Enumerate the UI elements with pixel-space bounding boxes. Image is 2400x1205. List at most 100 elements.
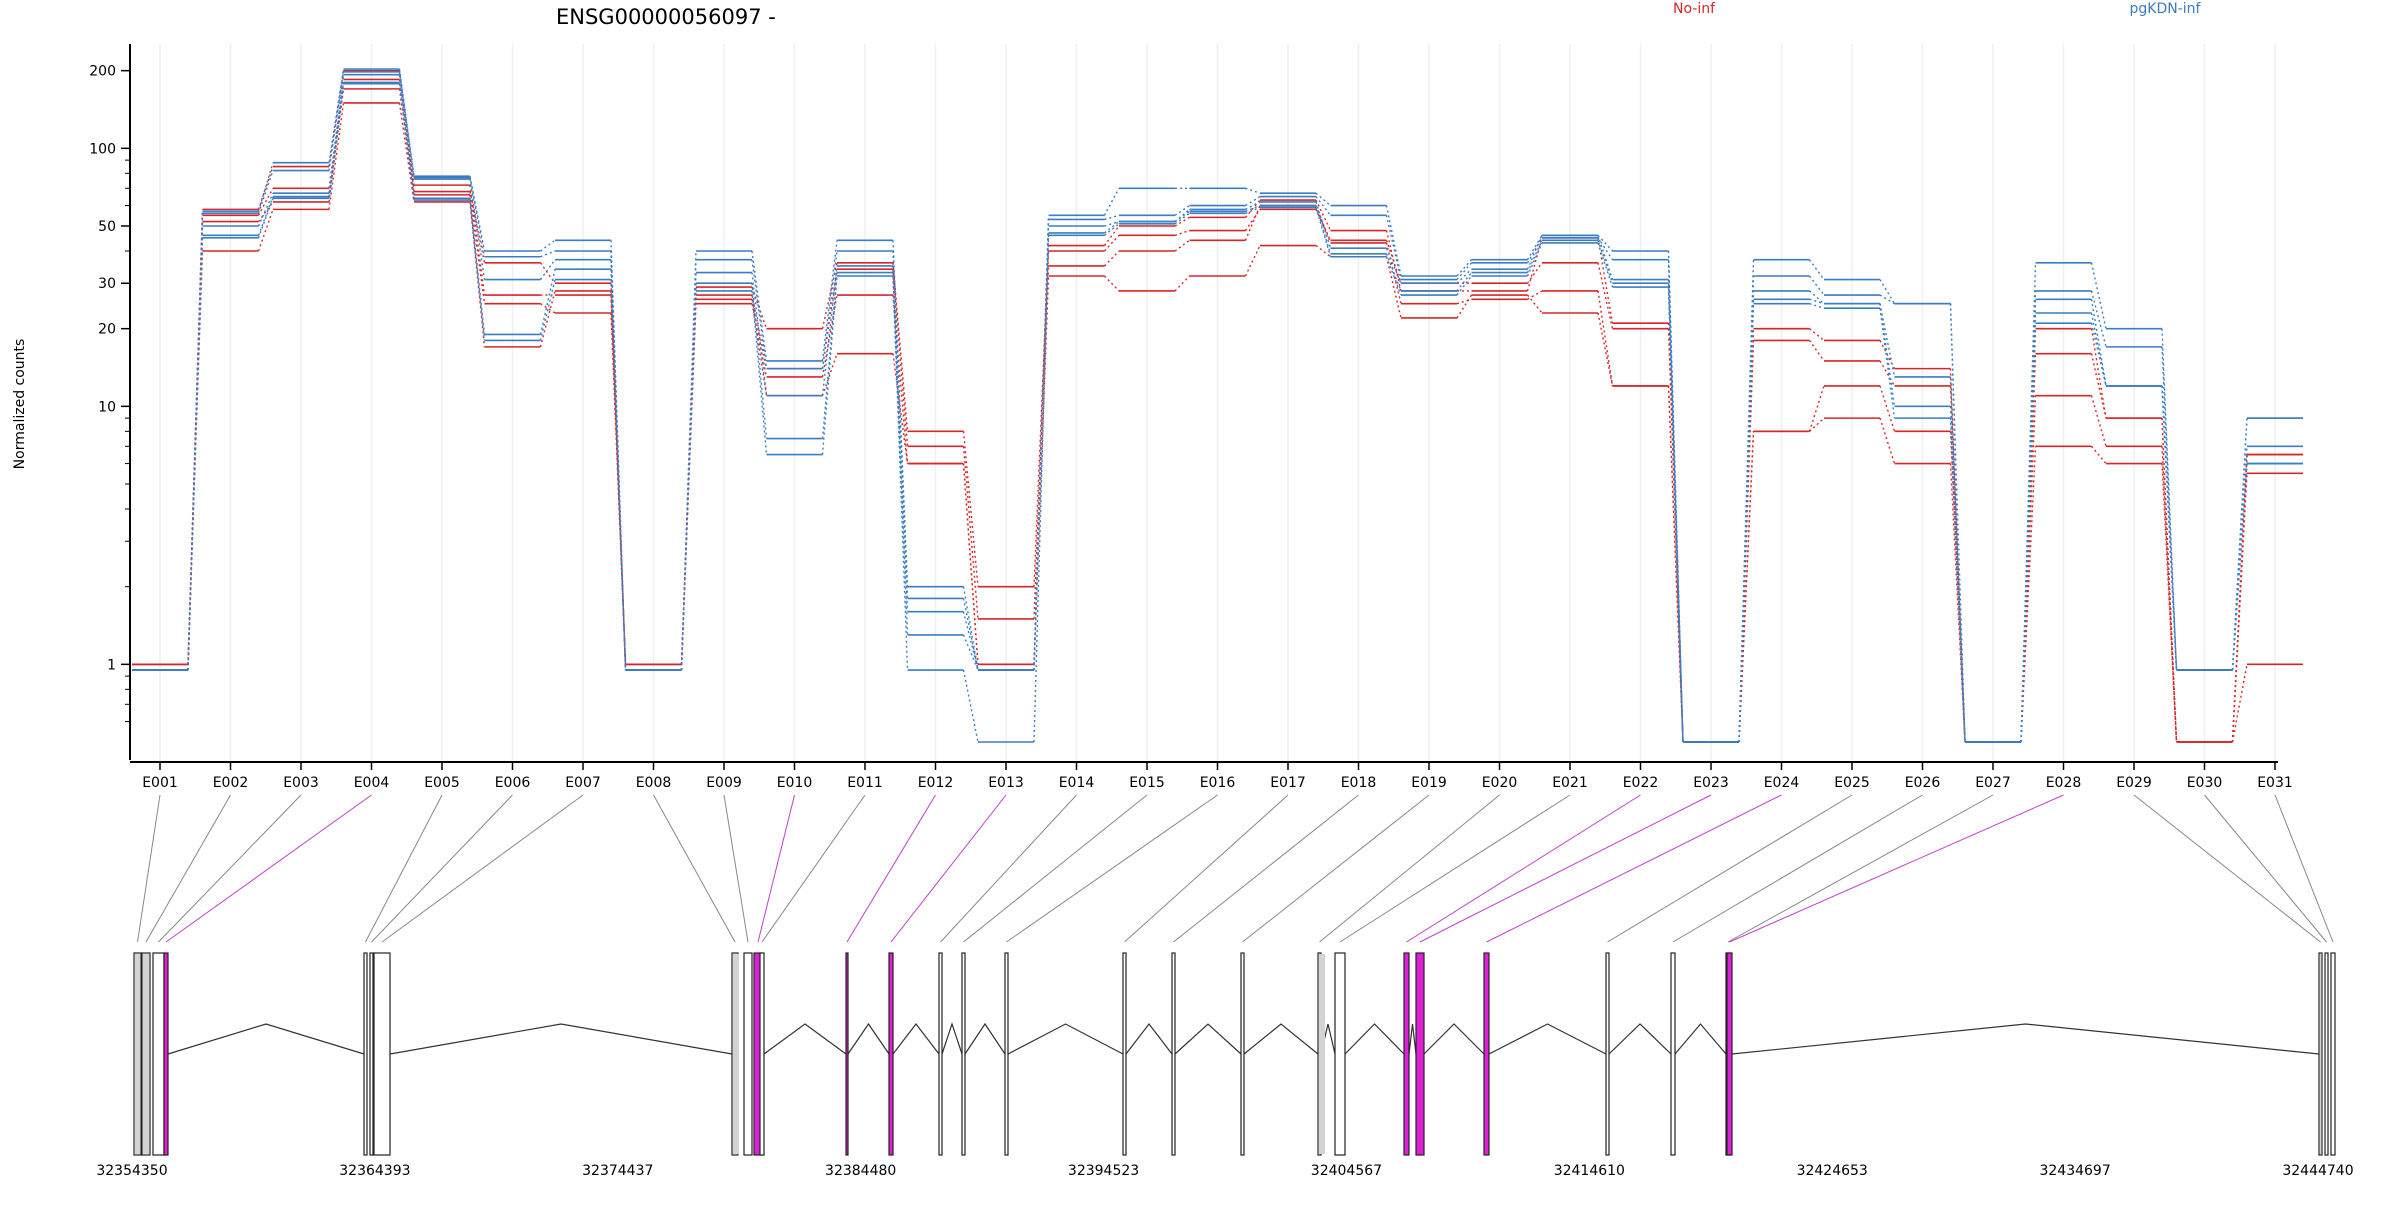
data-connector: [962, 669, 979, 743]
data-connector: [2090, 262, 2107, 329]
data-connector: [680, 272, 697, 671]
exon-connector: [1486, 794, 1782, 943]
data-connector: [469, 178, 486, 280]
coordinate-label: 32384480: [825, 1163, 896, 1179]
axes: [129, 44, 2278, 763]
data-connector: [540, 250, 556, 258]
data-connector: [610, 279, 627, 671]
data-connector: [680, 283, 697, 671]
exon-shade: [733, 954, 739, 1154]
data-connector: [1174, 212, 1190, 225]
exon-e018: [1171, 952, 1176, 1156]
exon-connector: [2133, 794, 2321, 943]
data-connector: [1103, 250, 1120, 267]
x-tick-label: E003: [283, 775, 319, 791]
data-connector: [2090, 353, 2107, 419]
x-tick-label: E030: [2187, 775, 2223, 791]
data-connector: [1244, 208, 1261, 231]
data-connector: [1879, 303, 1896, 407]
data-connector: [469, 185, 486, 296]
data-connector: [1597, 242, 1614, 288]
data-connector: [328, 71, 345, 171]
x-tick-label: E009: [706, 775, 742, 791]
data-connector: [1315, 209, 1332, 241]
data-connector: [2231, 454, 2248, 743]
exon-connector: [1006, 794, 1218, 943]
data-connector: [1808, 340, 1825, 362]
data-connector: [187, 237, 204, 671]
x-tick-label: E028: [2046, 775, 2082, 791]
data-connector: [398, 102, 415, 202]
data-connector: [751, 290, 768, 455]
data-connector: [1385, 253, 1402, 292]
exon-shade: [143, 954, 149, 1154]
data-connector: [751, 250, 768, 361]
legend-no-inf: No-inf: [1673, 1, 1716, 17]
data-connector: [540, 303, 556, 314]
y-tick-label: 30: [98, 276, 116, 292]
data-connector: [257, 192, 274, 227]
data-connector: [1033, 245, 1050, 587]
data-connector: [539, 259, 556, 280]
data-connector: [1597, 237, 1614, 261]
exon-connector: [2274, 794, 2334, 943]
exon-e014: [938, 952, 943, 1156]
data-connector: [1879, 308, 1896, 419]
x-tick-label: E029: [2116, 775, 2152, 791]
data-connector: [1456, 272, 1473, 292]
exon-connector: [1607, 794, 1853, 943]
exon-e022: [1403, 952, 1410, 1156]
data-connector: [1033, 250, 1050, 619]
data-connector: [1949, 463, 1966, 743]
data-connector: [1597, 234, 1614, 252]
data-connector: [1456, 262, 1473, 281]
data-connector: [328, 83, 345, 199]
data-connector: [962, 586, 979, 671]
exon-connector: [653, 794, 736, 943]
data-connector: [892, 262, 909, 432]
x-tick-label: E021: [1552, 775, 1588, 791]
intron: [1674, 1023, 1727, 1055]
data-connector: [962, 463, 979, 665]
exon-connector: [757, 794, 795, 943]
data-connector: [1174, 229, 1190, 237]
exon-e030: [2324, 952, 2329, 1156]
data-connector: [1879, 279, 1896, 305]
exon-connector: [1419, 794, 1712, 943]
data-connector: [2231, 446, 2248, 671]
exon-e009: [743, 952, 753, 1156]
data-connector: [257, 201, 274, 223]
coordinate-label: 32394523: [1068, 1163, 1139, 1179]
data-connector: [962, 634, 979, 671]
exon-e003: [152, 952, 165, 1156]
y-axis-label: Normalized counts: [12, 339, 28, 470]
exon-e031: [2330, 952, 2336, 1156]
data-connector: [1103, 234, 1120, 252]
data-connector: [1809, 302, 1825, 309]
data-connector: [1879, 294, 1895, 305]
exon-connector: [723, 794, 749, 943]
exon-connector: [145, 794, 231, 943]
data-connector: [1315, 205, 1332, 255]
x-tick-label: E005: [424, 775, 460, 791]
exon-e006: [369, 952, 374, 1156]
data-connector: [1456, 268, 1472, 284]
data-connector: [1385, 256, 1402, 319]
data-connector: [962, 611, 979, 671]
data-connector: [1526, 242, 1543, 277]
exon-connector: [1406, 794, 1641, 943]
data-connector: [1456, 259, 1473, 277]
data-connector: [1949, 376, 1966, 743]
data-connector: [1033, 232, 1050, 671]
data-connector: [398, 68, 415, 177]
data-connector: [821, 265, 838, 396]
data-connector: [892, 275, 909, 671]
intron: [1608, 1023, 1672, 1055]
intron: [1488, 1023, 1607, 1055]
data-connector: [2161, 328, 2178, 671]
data-connector: [1456, 275, 1473, 296]
data-connector: [2161, 418, 2178, 743]
data-connector: [1385, 247, 1402, 284]
data-connector: [328, 68, 345, 163]
data-connector: [1526, 262, 1543, 284]
